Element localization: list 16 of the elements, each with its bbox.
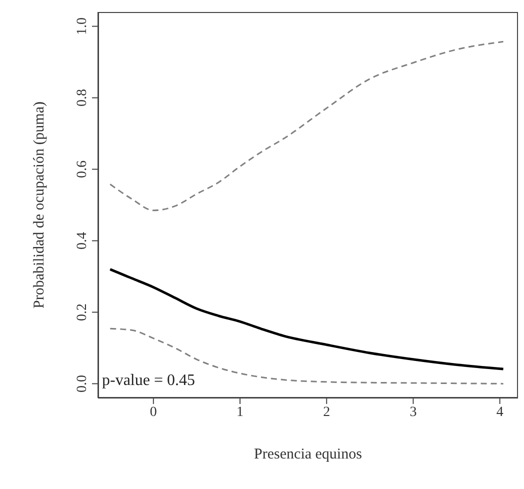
y-tick-label: 0.0	[75, 374, 90, 392]
y-tick-label: 0.2	[75, 303, 90, 321]
x-tick-label: 3	[410, 404, 417, 420]
line-series	[108, 268, 505, 370]
line-series	[109, 40, 504, 212]
x-tick-label: 1	[236, 404, 244, 420]
annotation: p-value = 0.45	[102, 372, 195, 390]
y-tick-label: 0.6	[75, 160, 90, 178]
x-axis-title: Presencia equinos	[254, 446, 362, 463]
y-axis-title: Probabilidad de ocupación (puma)	[31, 101, 48, 309]
x-tick-label: 0	[150, 404, 157, 420]
y-tick-label: 0.8	[75, 89, 90, 107]
x-tick-label: 4	[496, 404, 504, 420]
y-tick-label: 1.0	[75, 18, 90, 36]
y-tick-label: 0.4	[75, 232, 90, 250]
x-tick-label: 2	[323, 404, 330, 420]
